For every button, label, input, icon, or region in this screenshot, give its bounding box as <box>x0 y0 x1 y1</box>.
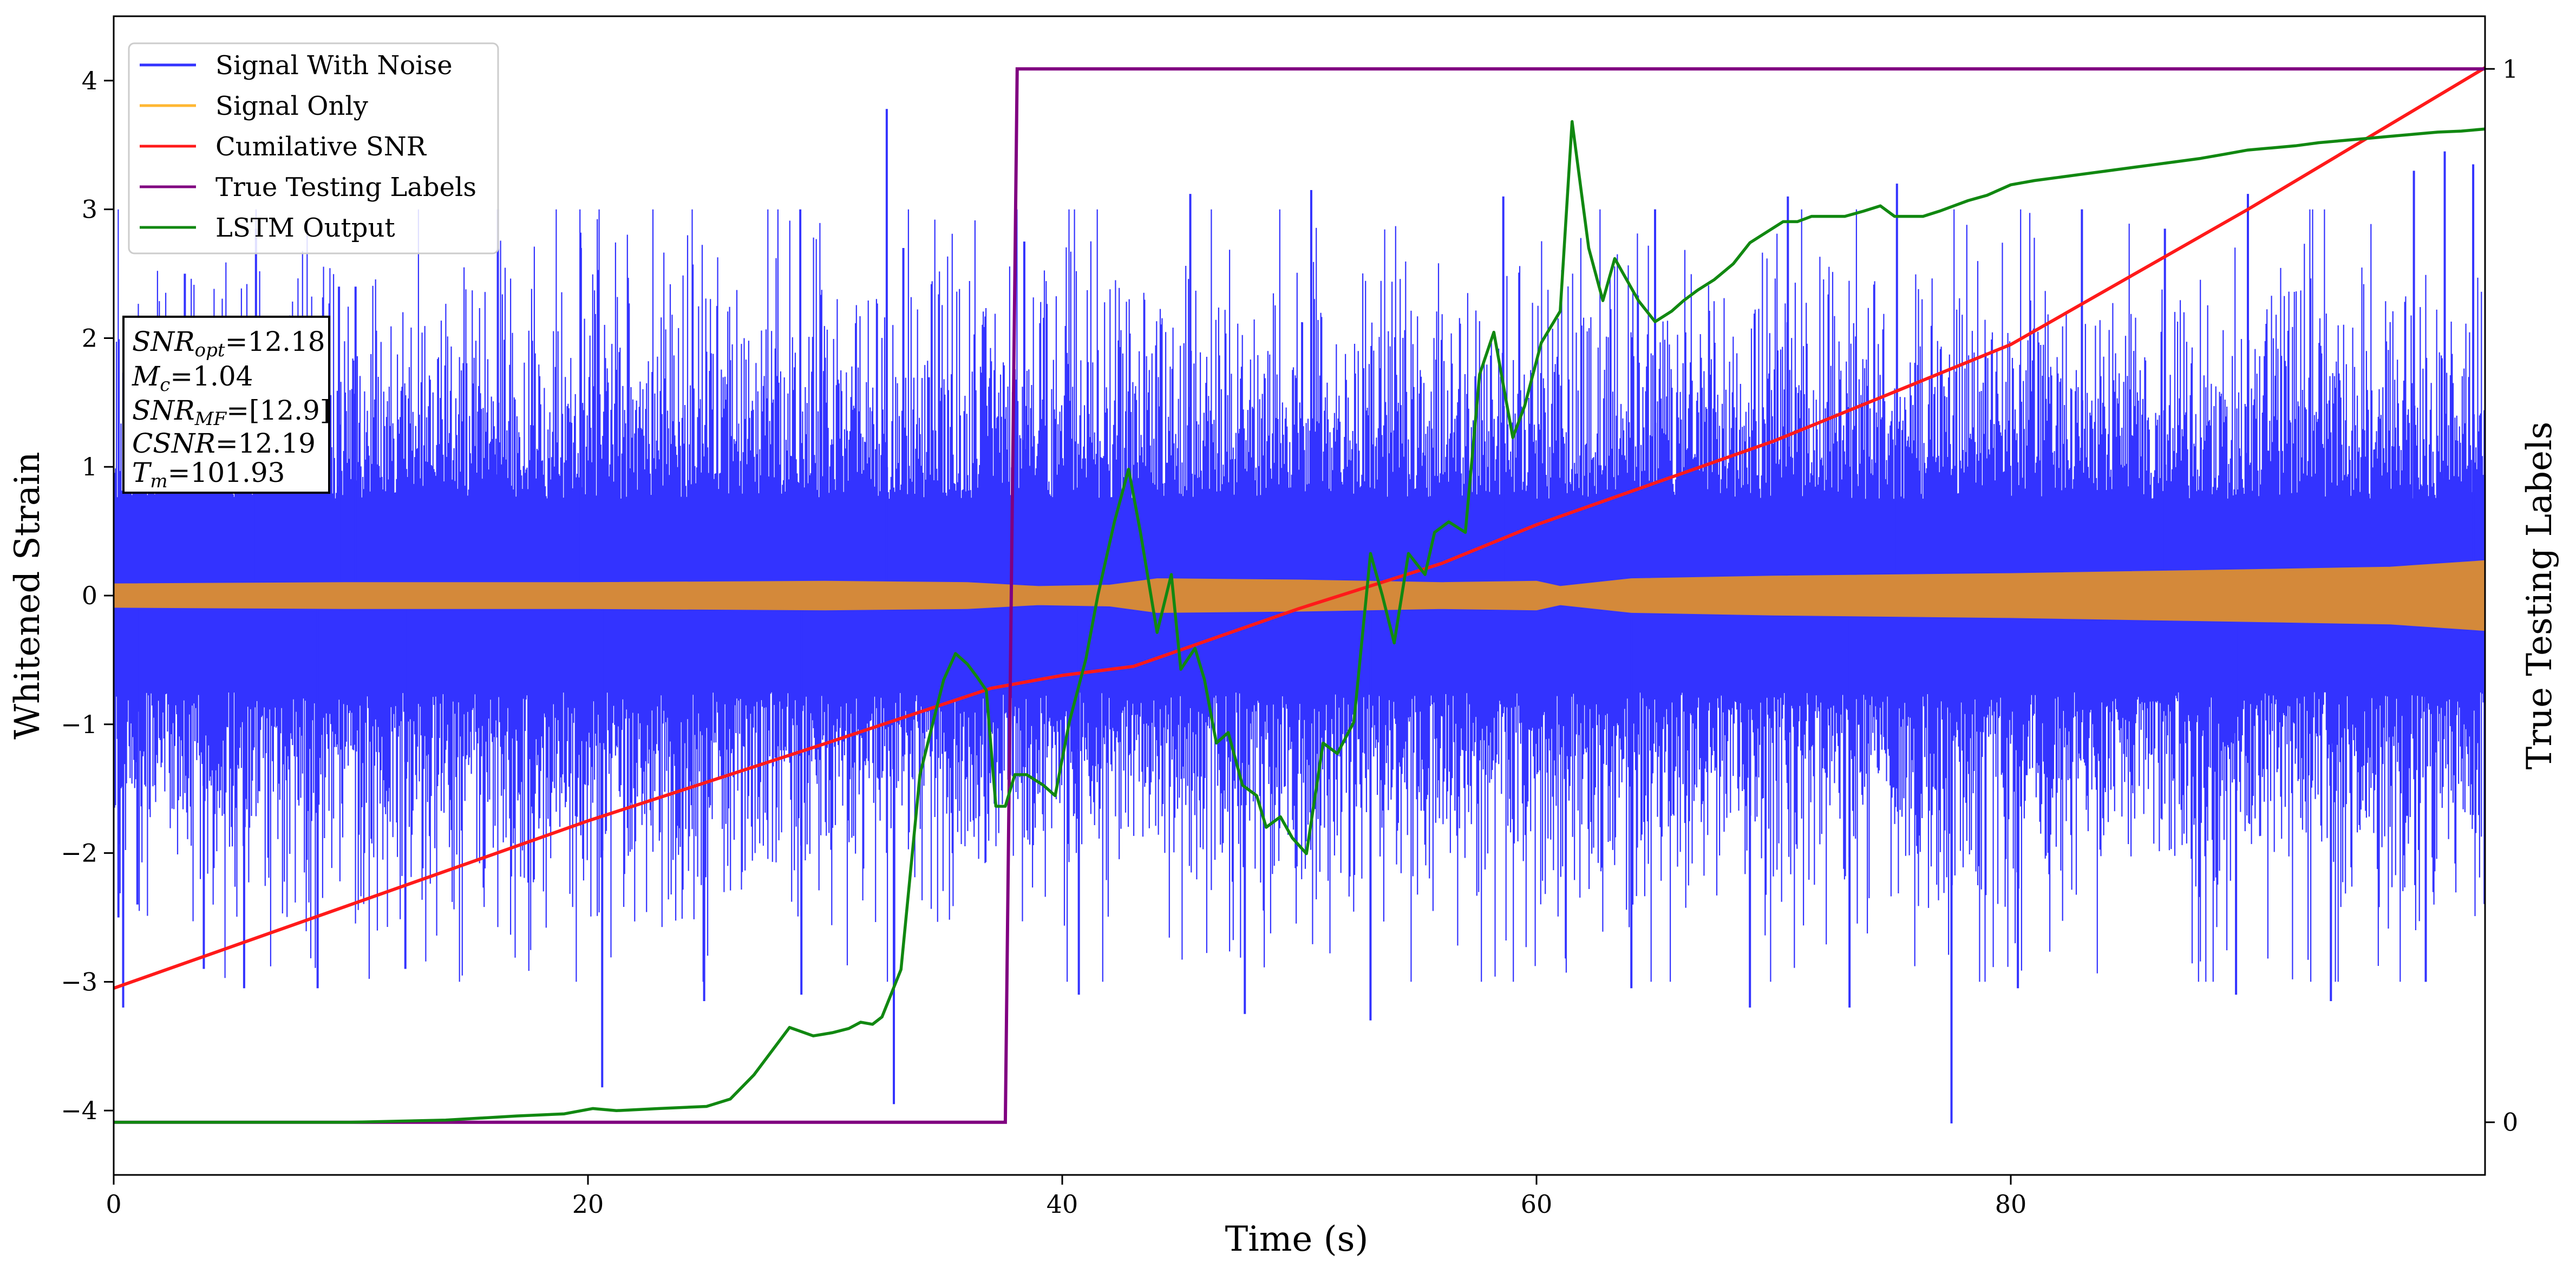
y-tick-label: 0 <box>82 581 97 610</box>
signal-only-layer <box>114 560 2485 631</box>
y2-tick-label: 0 <box>2502 1108 2518 1137</box>
y-tick-label: −4 <box>61 1096 97 1125</box>
y-tick-label: 3 <box>82 195 97 224</box>
y-axis-left: 4 3 2 1 0 −1 −2 −3 −4 <box>61 66 114 1125</box>
info-snr-opt: SNRopt=12.18 <box>132 326 325 361</box>
legend-label-true-testing-labels: True Testing Labels <box>215 172 476 202</box>
legend-label-cumulative-snr: Cumilative SNR <box>215 132 427 162</box>
lstm-output-line <box>114 120 2485 1124</box>
y-tick-label: −2 <box>61 839 97 868</box>
y-axis-title: Whitened Strain <box>8 452 48 739</box>
legend-box <box>128 42 499 254</box>
legend-item-signal-with-noise: Signal With Noise <box>140 50 453 81</box>
x-tick-label: 40 <box>1047 1190 1078 1219</box>
y2-axis-title: True Testing Labels <box>2520 422 2560 770</box>
legend-item-lstm-output: LSTM Output <box>140 213 395 243</box>
y2-tick-label: 1 <box>2502 54 2518 83</box>
info-merger-time: Tm=101.93 <box>132 457 285 492</box>
y-tick-label: 2 <box>82 323 97 352</box>
info-chirp-mass: Mc=1.04 <box>132 361 253 396</box>
x-axis-title: Time (s) <box>1225 1219 1369 1259</box>
legend-label-signal-with-noise: Signal With Noise <box>215 50 453 81</box>
x-tick-label: 60 <box>1521 1190 1553 1219</box>
y-tick-label: 4 <box>82 66 97 95</box>
lstm-output-layer <box>114 120 2485 1124</box>
x-tick-label: 20 <box>572 1190 604 1219</box>
legend: Signal With Noise Signal Only Cumilative… <box>128 42 499 254</box>
legend-item-cumulative-snr: Cumilative SNR <box>140 132 427 162</box>
cumulative-snr-layer <box>114 66 2485 990</box>
legend-item-signal-only: Signal Only <box>140 91 368 121</box>
signal-only-band <box>114 560 2485 631</box>
y-tick-label: 1 <box>82 452 97 481</box>
info-box-frame <box>122 316 330 494</box>
x-axis: 0 20 40 60 80 <box>106 1175 2026 1219</box>
y-axis-right: 10 <box>2485 54 2518 1137</box>
x-tick-label: 80 <box>1995 1190 2027 1219</box>
true-testing-labels-layer <box>114 67 2485 1124</box>
info-snr-mf: SNRMF=[12.9] <box>132 395 330 430</box>
cumulative-snr-line <box>114 66 2485 990</box>
info-box: SNRopt=12.18 Mc=1.04 SNRMF=[12.9] CSNR=1… <box>122 316 330 494</box>
y-tick-label: −3 <box>61 967 97 996</box>
info-csnr: CSNR=12.19 <box>132 428 316 459</box>
x-tick-label: 0 <box>106 1190 121 1219</box>
legend-item-true-testing-labels: True Testing Labels <box>140 172 476 202</box>
legend-label-lstm-output: LSTM Output <box>215 213 395 243</box>
true-testing-labels-line <box>114 67 2485 1124</box>
y-tick-label: −1 <box>61 710 97 739</box>
legend-label-signal-only: Signal Only <box>215 91 368 121</box>
